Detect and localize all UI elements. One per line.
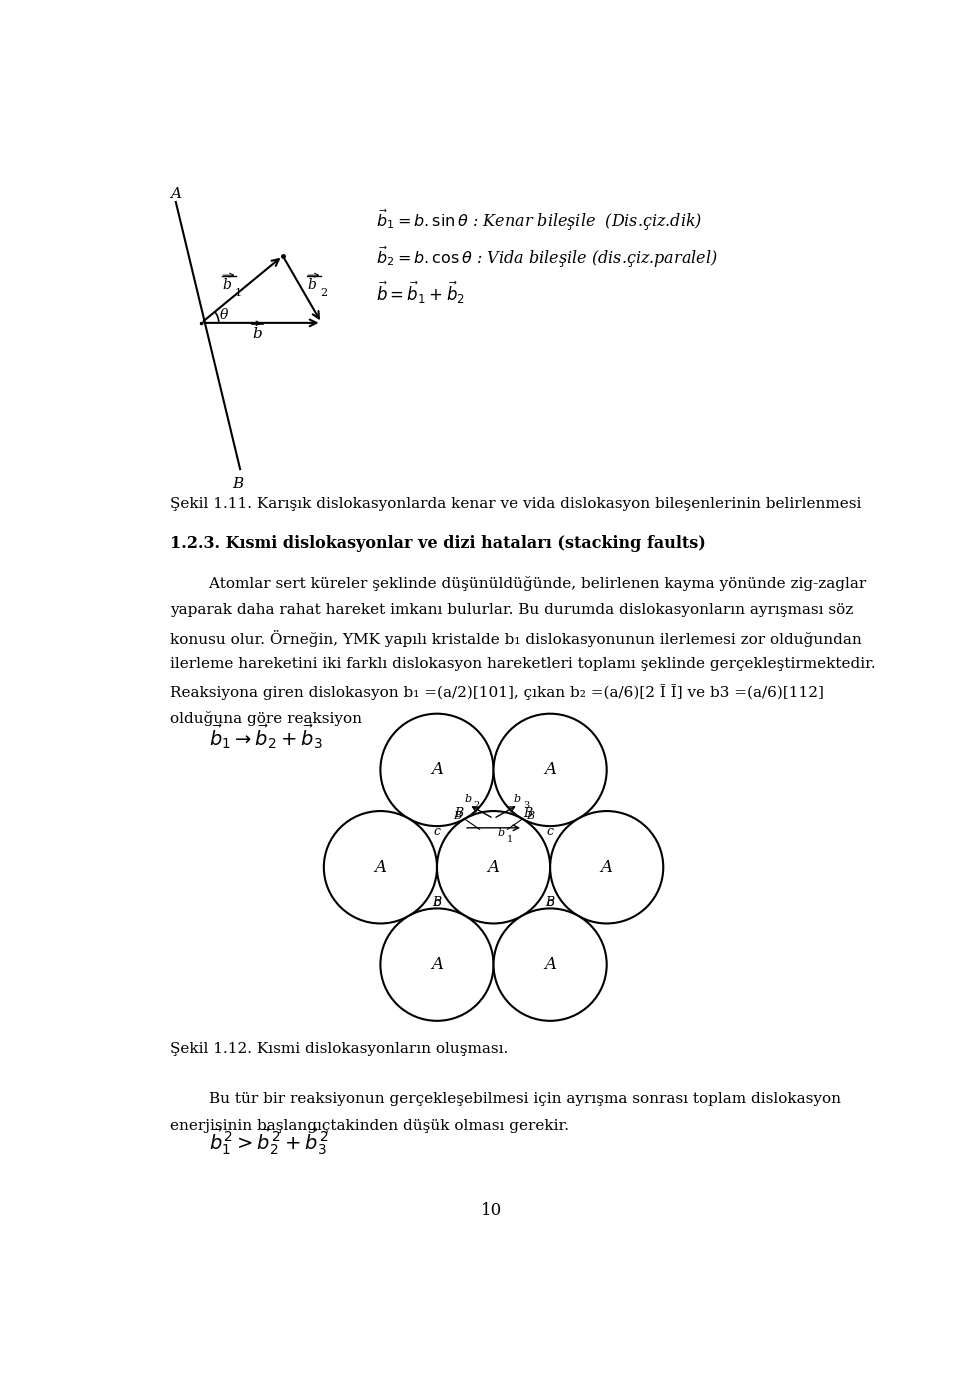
Text: Reaksiyona giren dislokasyon b₁ =(a/2)[101], çıkan b₂ =(a/6)[2 Ī Ī] ve b3 =(a/6): Reaksiyona giren dislokasyon b₁ =(a/2)[1…: [170, 684, 825, 700]
Text: A: A: [488, 859, 499, 876]
Text: A: A: [544, 956, 556, 973]
Text: enerjisinin başlangıçtakinden düşük olması gerekir.: enerjisinin başlangıçtakinden düşük olma…: [170, 1119, 569, 1133]
Text: 2: 2: [473, 801, 480, 809]
Text: 1: 1: [507, 834, 513, 844]
Text: yaparak daha rahat hareket imkanı bulurlar. Bu durumda dislokasyonların ayrışmas: yaparak daha rahat hareket imkanı bulurl…: [170, 604, 853, 618]
Text: Bu tür bir reaksiyonun gerçekleşebilmesi için ayrışma sonrası toplam dislokasyon: Bu tür bir reaksiyonun gerçekleşebilmesi…: [170, 1092, 841, 1106]
Text: 10: 10: [481, 1202, 503, 1219]
Text: A: A: [544, 762, 556, 779]
Text: b: b: [464, 794, 471, 804]
Text: konusu olur. Örneğin, YMK yapılı kristalde b₁ dislokasyonunun ilerlemesi zor old: konusu olur. Örneğin, YMK yapılı kristal…: [170, 630, 862, 647]
Text: c: c: [546, 826, 554, 838]
Text: b: b: [223, 279, 231, 293]
Text: B: B: [454, 808, 464, 820]
Circle shape: [380, 908, 493, 1020]
Text: 3: 3: [523, 801, 529, 809]
Text: b: b: [252, 328, 262, 341]
Text: A: A: [601, 859, 612, 876]
Text: c: c: [434, 897, 441, 909]
Text: b: b: [307, 279, 317, 293]
Text: A: A: [431, 762, 443, 779]
Text: ilerleme hareketini iki farklı dislokasyon hareketleri toplamı şeklinde gerçekle: ilerleme hareketini iki farklı dislokasy…: [170, 657, 876, 670]
Text: B: B: [545, 897, 555, 909]
Text: Şekil 1.11. Karışık dislokasyonlarda kenar ve vida dislokasyon bileşenlerinin be: Şekil 1.11. Karışık dislokasyonlarda ken…: [170, 497, 862, 511]
Text: b: b: [514, 794, 521, 804]
Circle shape: [324, 811, 437, 923]
Text: Şekil 1.12. Kısmi dislokasyonların oluşması.: Şekil 1.12. Kısmi dislokasyonların oluşm…: [170, 1042, 509, 1056]
Text: c: c: [434, 826, 441, 838]
Text: $\vec{b}_1^{\,2} > \vec{b}_2^{\,2} + \vec{b}_3^{\,2}$: $\vec{b}_1^{\,2} > \vec{b}_2^{\,2} + \ve…: [209, 1126, 329, 1158]
Text: 2: 2: [320, 287, 327, 297]
Text: Atomlar sert küreler şeklinde düşünüldüğünde, belirlenen kayma yönünde zig-zagla: Atomlar sert küreler şeklinde düşünüldüğ…: [170, 576, 867, 591]
Text: c: c: [546, 897, 554, 909]
Circle shape: [437, 811, 550, 923]
Circle shape: [493, 908, 607, 1020]
Text: B: B: [453, 811, 462, 820]
Text: B: B: [232, 477, 244, 491]
Text: b: b: [497, 829, 505, 838]
Circle shape: [380, 713, 493, 826]
Text: B: B: [526, 811, 534, 820]
Text: 1: 1: [235, 287, 242, 297]
Text: $\vec{b}_1 \rightarrow \vec{b}_2 + \vec{b}_3$: $\vec{b}_1 \rightarrow \vec{b}_2 + \vec{…: [209, 722, 323, 751]
Text: A: A: [170, 187, 181, 201]
Circle shape: [493, 713, 607, 826]
Text: 1.2.3. Kısmi dislokasyonlar ve dizi hataları (stacking faults): 1.2.3. Kısmi dislokasyonlar ve dizi hata…: [170, 534, 707, 551]
Text: B: B: [432, 897, 442, 909]
Text: $\vec{b}_2 = b.\cos\theta$ : Vida bileşile (dis.çiz.paralel): $\vec{b}_2 = b.\cos\theta$ : Vida bileşi…: [375, 244, 718, 269]
Text: olduğuna göre reaksiyon: olduğuna göre reaksiyon: [170, 711, 362, 726]
Text: θ: θ: [220, 308, 228, 322]
Text: $\vec{b} = \vec{b}_1 + \vec{b}_2$: $\vec{b} = \vec{b}_1 + \vec{b}_2$: [375, 279, 465, 305]
Text: A: A: [374, 859, 386, 876]
Text: B: B: [523, 808, 533, 820]
Circle shape: [550, 811, 663, 923]
Text: $\vec{b}_1 = b.\sin\theta$ : Kenar bileşile  (Dis.çiz.dik): $\vec{b}_1 = b.\sin\theta$ : Kenar bileş…: [375, 207, 702, 233]
Text: A: A: [431, 956, 443, 973]
